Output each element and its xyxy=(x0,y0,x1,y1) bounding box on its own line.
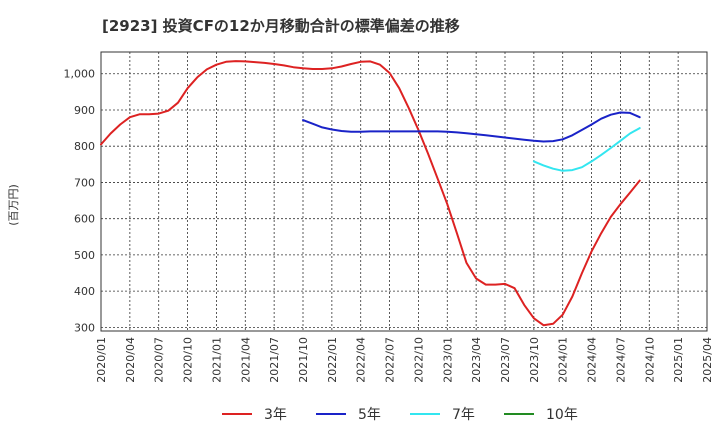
chart-title: [2923] 投資CFの12か月移動合計の標準偏差の推移 xyxy=(102,17,460,35)
x-tick-label: 2022/01 xyxy=(326,337,339,383)
y-axis-label: (百万円) xyxy=(7,184,20,226)
x-tick-label: 2021/10 xyxy=(297,337,310,383)
y-tick-label: 800 xyxy=(74,140,95,153)
y-tick-label: 900 xyxy=(74,104,95,117)
x-tick-label: 2022/04 xyxy=(355,337,368,383)
x-tick-label: 2025/04 xyxy=(701,337,714,383)
y-tick-label: 400 xyxy=(74,285,95,298)
legend-label: 5年 xyxy=(358,407,381,423)
x-tick-label: 2022/07 xyxy=(384,337,397,383)
x-tick-label: 2023/01 xyxy=(441,337,454,383)
x-tick-label: 2024/10 xyxy=(643,337,656,383)
y-tick-label: 600 xyxy=(74,213,95,226)
series-line-2 xyxy=(532,127,641,172)
y-tick-label: 700 xyxy=(74,176,95,189)
x-tick-label: 2021/01 xyxy=(210,337,223,383)
y-tick-label: 300 xyxy=(74,321,95,334)
x-tick-label: 2023/04 xyxy=(470,337,483,383)
legend-label: 3年 xyxy=(264,407,287,423)
x-tick-label: 2020/04 xyxy=(124,337,137,383)
x-tick-label: 2021/07 xyxy=(268,337,281,383)
x-tick-label: 2020/01 xyxy=(95,337,108,383)
x-tick-label: 2024/04 xyxy=(586,337,599,383)
x-tick-label: 2024/01 xyxy=(557,337,570,383)
series-lines xyxy=(100,60,641,327)
x-tick-label: 2020/07 xyxy=(153,337,166,383)
x-tick-label: 2021/04 xyxy=(239,337,252,383)
y-tick-label: 500 xyxy=(74,249,95,262)
series-line-1 xyxy=(302,111,641,143)
legend-label: 7年 xyxy=(452,407,475,423)
x-tick-label: 2025/01 xyxy=(672,337,685,383)
x-tick-label: 2023/07 xyxy=(499,337,512,383)
plot-area xyxy=(100,51,708,332)
x-tick-label: 2020/10 xyxy=(182,337,195,383)
x-tick-label: 2023/10 xyxy=(528,337,541,383)
x-tick-label: 2024/07 xyxy=(614,337,627,383)
x-tick-label: 2022/10 xyxy=(412,337,425,383)
grid-lines xyxy=(101,52,707,331)
series-line-0 xyxy=(100,60,641,327)
y-tick-label: 1,000 xyxy=(64,68,96,81)
x-axis-ticks: 2020/01 2020/04 2020/07 2020/10 2021/01 2021/… xyxy=(95,337,714,383)
legend-label: 10年 xyxy=(546,407,578,423)
legend: 3年 5年 7年 10年 xyxy=(222,407,578,423)
y-axis-ticks: 300 400 500 600 700 800 900 1,000 xyxy=(64,68,96,335)
